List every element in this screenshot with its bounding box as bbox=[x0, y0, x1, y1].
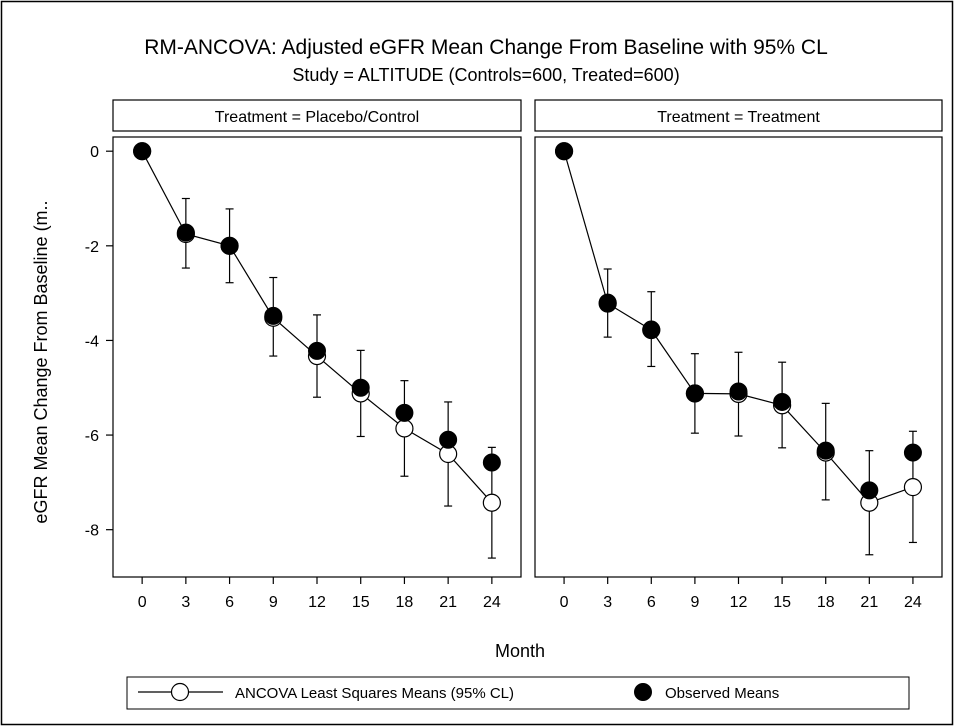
x-tick-label: 0 bbox=[138, 594, 147, 611]
legend-open-circle-marker bbox=[170, 682, 190, 702]
panel-1: Treatment = Placebo/Control 0 3 6 9 12 15 18 21 2… bbox=[85, 99, 522, 611]
observed-mean-point bbox=[308, 341, 326, 360]
observed-mean-point bbox=[439, 430, 458, 449]
y-tick-label: -6 bbox=[85, 428, 99, 445]
observed-mean-point bbox=[220, 236, 239, 255]
x-tick-label: 9 bbox=[690, 594, 699, 611]
panel-header-box bbox=[112, 99, 522, 132]
x-tick-label: 18 bbox=[396, 594, 414, 611]
observed-mean-point bbox=[482, 453, 501, 472]
y-tick-label: 0 bbox=[90, 144, 99, 161]
x-tick-label: 21 bbox=[439, 594, 457, 611]
x-tick-label: 6 bbox=[647, 594, 656, 611]
observed-mean-point bbox=[860, 481, 879, 500]
x-tick-label: 9 bbox=[269, 594, 278, 611]
legend-label-observed: Observed Means bbox=[665, 685, 779, 702]
x-tick-label: 18 bbox=[817, 594, 835, 611]
legend-filled-circle-marker bbox=[634, 683, 652, 701]
observed-mean-point bbox=[903, 443, 922, 462]
x-tick-label: 24 bbox=[904, 594, 922, 611]
observed-mean-point bbox=[685, 384, 704, 403]
lsmeans-point bbox=[903, 478, 923, 497]
panel-2: Treatment = Treatment 0 3 6 9 12 15 18 21 24 bbox=[534, 99, 943, 611]
panel-header-label: Treatment = Treatment bbox=[657, 109, 820, 126]
y-tick-label: -2 bbox=[85, 239, 99, 256]
lsmeans-point bbox=[395, 419, 414, 438]
observed-mean-point bbox=[729, 382, 748, 401]
x-tick-label: 15 bbox=[352, 594, 370, 611]
observed-mean-point bbox=[642, 320, 661, 339]
lsmeans-point bbox=[482, 493, 501, 512]
chart-title: RM-ANCOVA: Adjusted eGFR Mean Change Fro… bbox=[144, 36, 828, 59]
y-tick-label: -8 bbox=[85, 523, 99, 540]
x-tick-label: 3 bbox=[181, 594, 190, 611]
x-tick-label: 12 bbox=[308, 594, 326, 611]
panel-header-box bbox=[534, 99, 943, 132]
x-tick-label: 21 bbox=[860, 594, 878, 611]
x-tick-label: 3 bbox=[603, 594, 612, 611]
observed-mean-point bbox=[264, 306, 283, 325]
x-axis-label: Month bbox=[495, 641, 545, 661]
observed-mean-point bbox=[555, 142, 574, 161]
y-tick-label: -4 bbox=[85, 333, 99, 350]
observed-mean-point bbox=[773, 392, 792, 411]
observed-mean-point bbox=[598, 293, 617, 312]
observed-mean-point bbox=[351, 378, 370, 397]
legend-label-lsmeans: ANCOVA Least Squares Means (95% CL) bbox=[235, 685, 514, 702]
x-tick-label: 15 bbox=[773, 594, 791, 611]
x-tick-label: 24 bbox=[483, 594, 501, 611]
observed-mean-point bbox=[395, 403, 414, 422]
x-tick-label: 0 bbox=[560, 594, 569, 611]
observed-mean-point bbox=[176, 223, 195, 242]
x-tick-label: 12 bbox=[730, 594, 748, 611]
chart-panels: Treatment = Placebo/Control 0 3 6 9 12 15 18 21 2… bbox=[85, 99, 943, 611]
x-tick-label: 6 bbox=[225, 594, 234, 611]
chart-subtitle: Study = ALTITUDE (Controls=600, Treated=… bbox=[292, 65, 679, 85]
legend-frame bbox=[126, 676, 910, 710]
observed-mean-point bbox=[816, 441, 835, 460]
observed-mean-point bbox=[133, 142, 152, 161]
panel-header-label: Treatment = Placebo/Control bbox=[215, 109, 419, 126]
legend: ANCOVA Least Squares Means (95% CL) Obse… bbox=[126, 676, 910, 710]
y-axis-label: eGFR Mean Change From Baseline (m.. bbox=[31, 200, 51, 523]
